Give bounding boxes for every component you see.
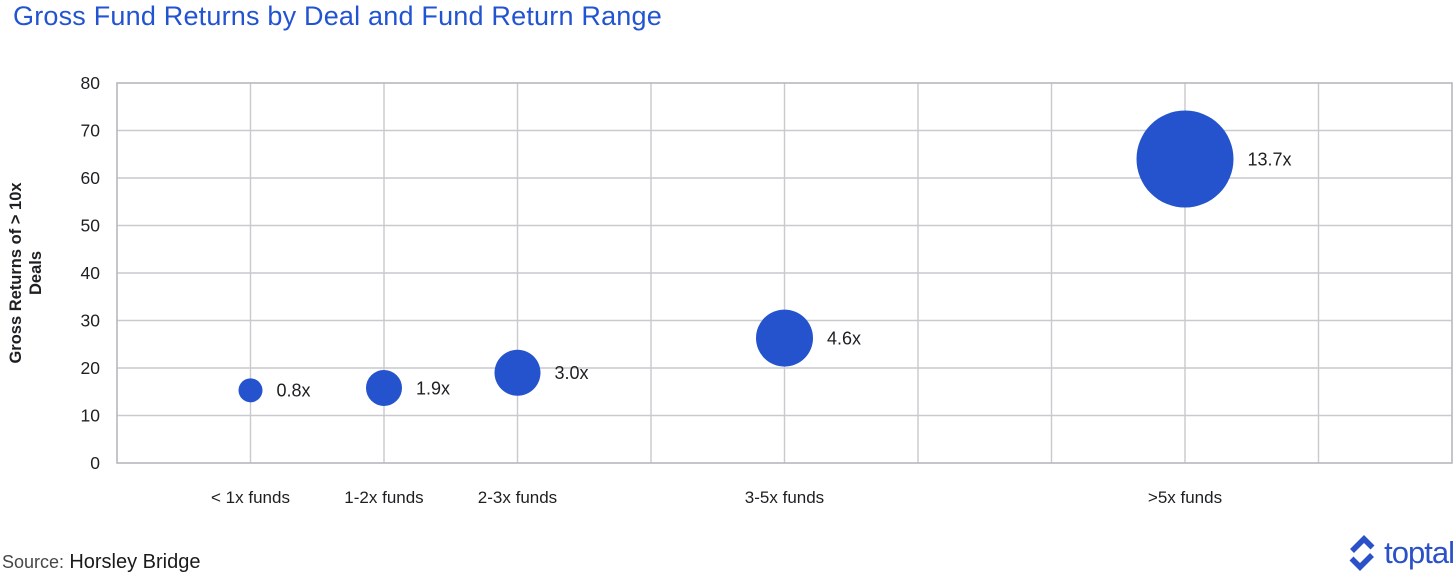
y-tick-label: 40 (81, 263, 101, 283)
y-tick-label: 70 (81, 121, 101, 141)
y-axis-title-line: Gross Returns of > 10x (7, 182, 25, 364)
y-tick-label: 60 (81, 168, 101, 188)
source-note: Source: Horsley Bridge (2, 551, 201, 574)
x-category-label: < 1x funds (211, 488, 290, 507)
x-category-label: >5x funds (1148, 488, 1222, 507)
y-tick-label: 10 (81, 406, 101, 426)
x-category-label: 1-2x funds (344, 488, 423, 507)
x-category-label: 3-5x funds (745, 488, 824, 507)
y-tick-label: 30 (81, 311, 101, 331)
bubble-value-label: 3.0x (555, 363, 589, 383)
y-tick-label: 50 (81, 216, 101, 236)
y-tick-label: 20 (81, 358, 101, 378)
bubble (238, 378, 263, 403)
source-label: Source: (2, 552, 65, 572)
bubble (494, 349, 541, 396)
y-axis-title-line: Deals (27, 251, 45, 295)
source-value: Horsley Bridge (69, 551, 201, 573)
toptal-icon (1349, 535, 1375, 571)
toptal-logo[interactable]: toptal (1345, 533, 1455, 573)
page-title: Gross Fund Returns by Deal and Fund Retu… (13, 1, 662, 31)
toptal-wordmark: toptal (1384, 535, 1455, 570)
y-tick-label: 0 (90, 453, 100, 473)
bubble-value-label: 4.6x (827, 328, 861, 348)
bubble (756, 309, 813, 367)
plot-border (116, 82, 1453, 464)
bubble (1136, 110, 1234, 208)
x-category-label: 2-3x funds (478, 488, 557, 507)
bubble (366, 369, 402, 406)
bubble-value-label: 1.9x (416, 378, 450, 398)
bubble-chart: 0 10 20 30 40 50 60 70 80 Gross Returns of > 10x D… (7, 73, 1453, 507)
bubble-value-label: 13.7x (1248, 149, 1292, 169)
y-tick-label: 80 (81, 73, 101, 93)
bubble-value-label: 0.8x (277, 381, 311, 401)
